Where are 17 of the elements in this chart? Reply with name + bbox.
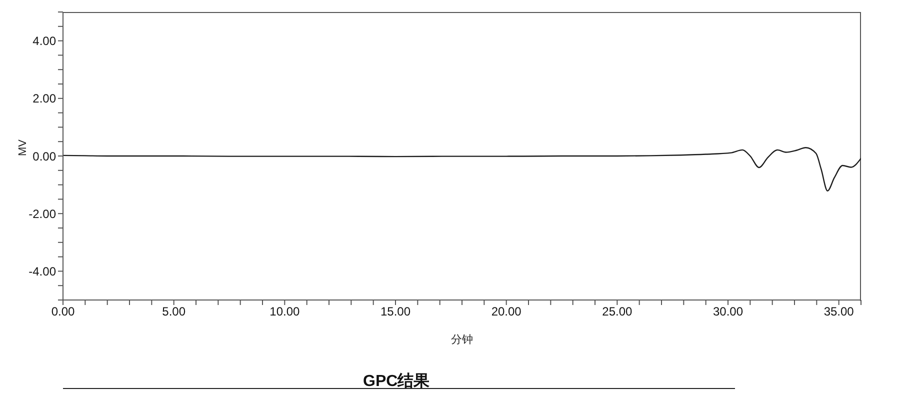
- x-tick-label: 5.00: [162, 304, 186, 319]
- y-axis-title: MV: [16, 138, 29, 156]
- x-tick-label: 10.00: [270, 304, 300, 319]
- line-series: [63, 147, 861, 192]
- x-tick-label: 25.00: [602, 304, 633, 319]
- x-tick-label: 0.00: [51, 304, 75, 319]
- y-tick-label: -2.00: [28, 206, 56, 221]
- x-axis-title: 分钟: [451, 334, 473, 346]
- y-tick-label: 0.00: [32, 149, 56, 164]
- y-tick-label: 4.00: [32, 34, 56, 48]
- x-tick-label: 20.00: [491, 304, 522, 319]
- text: GPC结果: [363, 372, 430, 392]
- x-tick-label: 30.00: [712, 304, 744, 319]
- x-tick-label: 15.00: [380, 304, 411, 319]
- y-tick-label: -4.00: [28, 264, 56, 278]
- x-tick-label: 35.00: [824, 304, 854, 319]
- y-tick-label: 2.00: [32, 92, 56, 106]
